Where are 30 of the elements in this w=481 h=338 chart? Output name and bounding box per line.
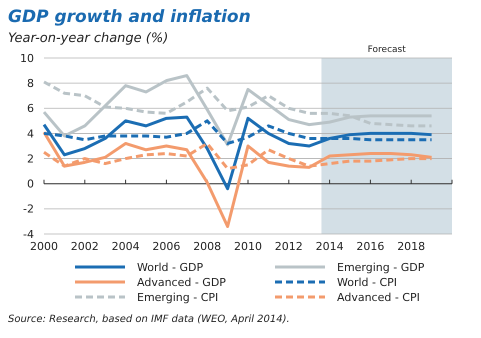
x-tick-label: 2002 <box>70 240 99 253</box>
y-tick-label: -4 <box>23 228 34 241</box>
legend-label: World - CPI <box>337 276 398 289</box>
legend-label: Emerging - CPI <box>137 290 218 304</box>
chart-title: GDP growth and inflation <box>8 7 251 27</box>
y-tick-label: 2 <box>27 152 34 166</box>
legend-label: Emerging - GDP <box>337 260 425 274</box>
x-tick-label: 2008 <box>193 240 222 253</box>
x-tick-label: 2004 <box>112 240 140 253</box>
x-tick-label: 2000 <box>30 240 58 253</box>
y-tick-label: 4 <box>27 127 34 140</box>
line-series <box>42 74 434 146</box>
y-tick-label: -2 <box>23 202 34 216</box>
x-tick-label: 2018 <box>397 240 426 253</box>
source-note: Source: Research, based on IMF data (WEO, April 2014). <box>8 314 290 325</box>
legend-label: Advanced - CPI <box>337 290 420 304</box>
y-tick-label: 8 <box>27 76 34 90</box>
y-tick-label: 6 <box>27 102 34 116</box>
y-tick-label: 0 <box>27 178 34 191</box>
x-tick-label: 2006 <box>152 240 180 253</box>
legend-label: World - GDP <box>137 260 204 274</box>
x-tick-label: 2014 <box>316 240 344 253</box>
x-tick-label: 2016 <box>356 240 384 253</box>
x-tick-label: 2010 <box>234 240 262 253</box>
band-label: Forecast <box>368 45 406 55</box>
y-tick-label: 10 <box>20 52 34 65</box>
chart-subtitle: Year-on-year change (%) <box>8 31 168 46</box>
x-tick-label: 2012 <box>274 240 303 253</box>
line-series <box>42 116 434 190</box>
legend-label: Advanced - GDP <box>137 276 226 289</box>
